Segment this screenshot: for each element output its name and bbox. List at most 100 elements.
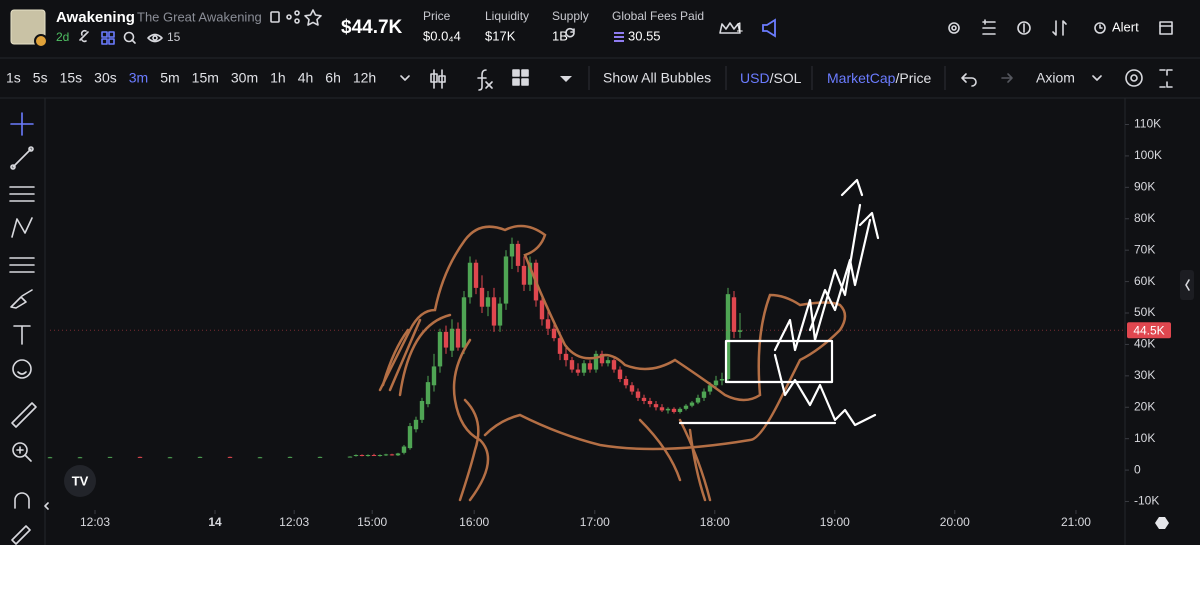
header-icons[interactable]: [270, 9, 322, 26]
candle-body: [413, 419, 419, 430]
stat-value: $0.0₄4: [423, 28, 461, 43]
candle-body: [575, 369, 581, 373]
kol-count: 1: [736, 19, 743, 34]
candle-body: [653, 404, 659, 408]
badge: [34, 34, 48, 48]
candle-body: [503, 256, 509, 304]
candle-body: [671, 408, 677, 412]
header-actions[interactable]: [948, 19, 1173, 36]
mode-toggle[interactable]: MarketCap/Price: [827, 70, 931, 86]
collapse-icon[interactable]: [44, 502, 49, 510]
dropdown-icon[interactable]: [560, 76, 572, 82]
candle-body: [227, 456, 233, 458]
interval-option[interactable]: 12h: [353, 70, 376, 86]
candle-body: [167, 457, 173, 459]
watchers: 15: [167, 30, 181, 44]
candle-body: [353, 455, 359, 457]
candle-body: [359, 455, 365, 457]
interval-option[interactable]: 1h: [270, 70, 286, 86]
currency-toggle[interactable]: USD/SOL: [740, 70, 802, 86]
interval-option[interactable]: 4h: [298, 70, 314, 86]
dropdown-icon[interactable]: [400, 75, 410, 81]
candle-body: [611, 360, 617, 370]
side-tab[interactable]: [1180, 270, 1194, 300]
interval-option[interactable]: 30s: [94, 70, 117, 86]
x-tick-label: 19:00: [820, 515, 850, 529]
toolbar-icons[interactable]: [1092, 69, 1173, 88]
x-tick-label: 15:00: [357, 515, 387, 529]
candle-body: [707, 385, 713, 392]
x-tick-label: 12:03: [279, 515, 309, 529]
interval-option[interactable]: 30m: [231, 70, 258, 86]
stat-label: Global Fees Paid: [612, 9, 704, 23]
interval-option[interactable]: 5m: [160, 70, 179, 86]
candle-body: [383, 454, 389, 456]
side-tab-icon: [1185, 279, 1190, 291]
candle-body: [563, 353, 569, 361]
stat-label: Supply: [552, 9, 589, 23]
bubbles-toggle[interactable]: Show All Bubbles: [603, 70, 711, 86]
settings-icon: [1130, 74, 1138, 82]
announce-icon[interactable]: [762, 18, 776, 38]
mode-option[interactable]: Price: [899, 70, 931, 86]
candle-body: [569, 360, 575, 370]
x-tick-label: 14: [208, 515, 222, 529]
interval-option[interactable]: 5s: [33, 70, 48, 86]
x-tick-label: 17:00: [580, 515, 610, 529]
candle-body: [665, 408, 671, 411]
drawing-camel: [378, 224, 847, 502]
chart: 110K 100K 90K 80K 70K 60K 50K 40K 30K 20K 10K 0 -10K…: [47, 117, 1171, 529]
interval-option[interactable]: 3m: [129, 70, 148, 86]
candle-body: [425, 382, 431, 405]
candle-body: [257, 457, 263, 459]
stat-label: Liquidity: [485, 9, 529, 23]
candle-body: [713, 380, 719, 386]
candle-body: [551, 328, 557, 339]
alert-button[interactable]: Alert: [1112, 19, 1139, 34]
candle-body: [731, 297, 737, 332]
interval-option[interactable]: 1s: [6, 70, 21, 86]
interval-option[interactable]: 6h: [325, 70, 341, 86]
crown-icon[interactable]: [719, 22, 741, 34]
drawing-tools[interactable]: [9, 112, 37, 545]
candle-body: [641, 397, 647, 401]
refresh-icon[interactable]: [565, 27, 575, 38]
stat-label: Price: [423, 9, 451, 23]
candle-body: [455, 328, 461, 348]
currency-option[interactable]: USD: [740, 70, 770, 86]
candle-body: [395, 453, 401, 456]
y-tick-label: -10K: [1134, 494, 1159, 508]
link-icons[interactable]: [79, 29, 163, 45]
candle-body: [701, 391, 707, 398]
candle-body: [677, 408, 683, 412]
interval-option[interactable]: 15m: [192, 70, 219, 86]
interval-option[interactable]: 15s: [60, 70, 83, 86]
undo-redo[interactable]: [961, 73, 1013, 87]
layout-select[interactable]: Axiom: [1036, 70, 1075, 86]
candle-body: [581, 363, 587, 373]
token-logo[interactable]: [10, 9, 46, 45]
candle-body: [647, 400, 653, 405]
candle-body: [431, 366, 437, 386]
candle-body: [521, 265, 527, 285]
tv-logo-mark: TV: [72, 473, 89, 488]
candle-body: [623, 378, 629, 386]
candle-body: [407, 426, 413, 449]
y-tick-label: 110K: [1134, 117, 1161, 131]
x-tick-label: 16:00: [459, 515, 489, 529]
candle-body: [197, 456, 203, 458]
candle-body: [443, 331, 449, 348]
y-tick-label: 70K: [1134, 242, 1155, 256]
mode-option[interactable]: MarketCap: [827, 70, 896, 86]
candle-body: [449, 328, 455, 351]
currency-option[interactable]: SOL: [773, 70, 801, 86]
candle-body: [485, 297, 491, 307]
settings-icon[interactable]: [1125, 69, 1143, 87]
sol-icon: [614, 32, 624, 42]
toolbar-icons[interactable]: [430, 69, 529, 91]
candle-body: [593, 353, 599, 370]
axis-settings[interactable]: [1155, 517, 1169, 529]
last-price-label: 44.5K: [1133, 323, 1164, 337]
interval-bar: 1s 5s 15s 30s 3m 5m 15m 30m 1h 4h 6h 12h: [6, 70, 376, 86]
